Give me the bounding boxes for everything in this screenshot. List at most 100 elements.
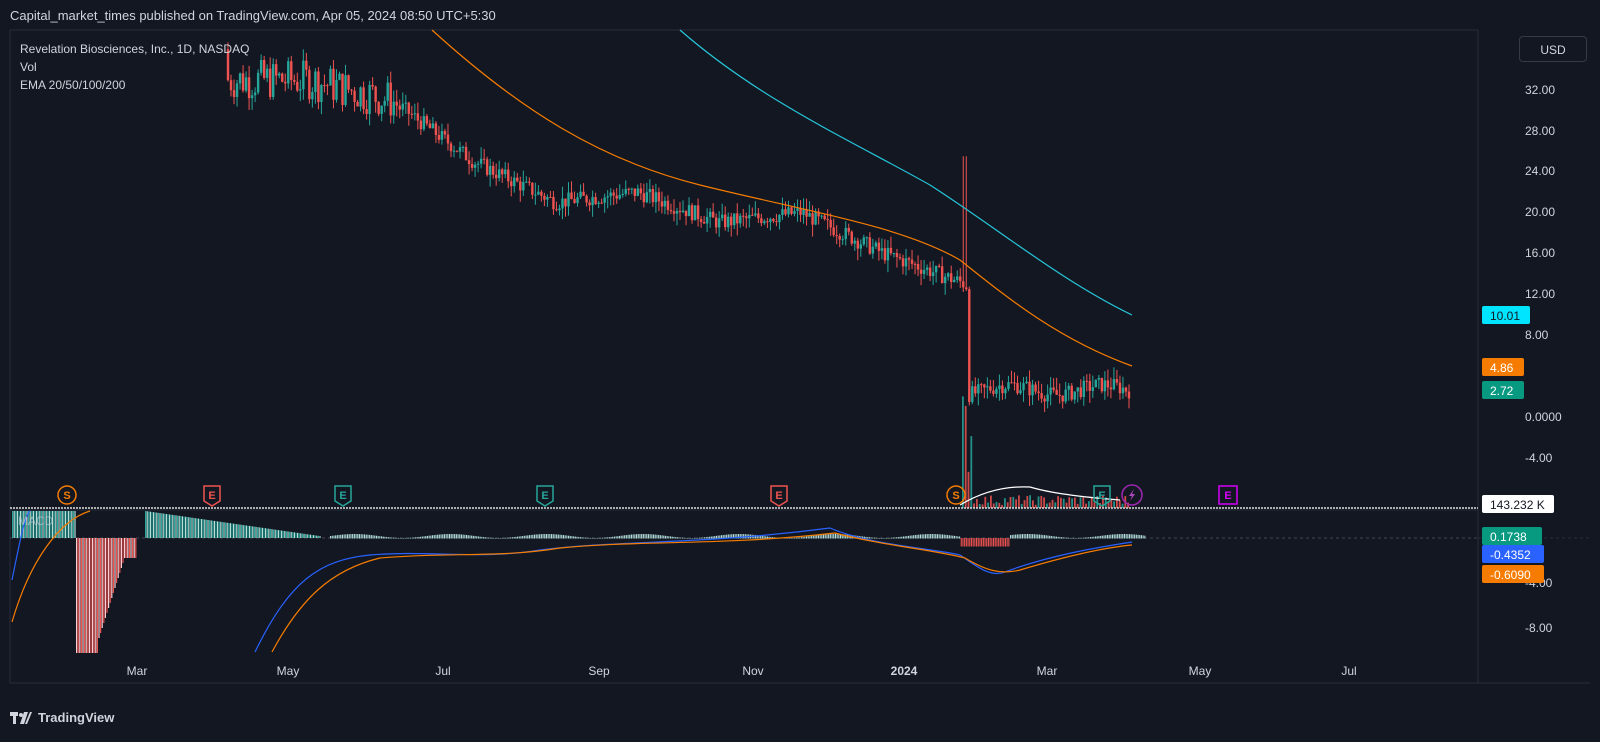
macd-hist-bar <box>666 536 668 539</box>
macd-hist-bar <box>936 534 938 539</box>
macd-hist-bar <box>634 534 636 539</box>
candle-body <box>268 68 272 97</box>
candle-body <box>907 258 911 260</box>
macd-hist-bar <box>610 536 612 539</box>
candle-body <box>859 244 862 249</box>
macd-hist-bar <box>375 535 377 539</box>
macd-hist-bar <box>210 520 212 538</box>
candle-body <box>259 59 263 73</box>
macd-hist-bar <box>336 535 338 539</box>
macd-hist-bar <box>926 534 928 539</box>
publisher-header: Capital_market_times published on Tradin… <box>0 0 1600 30</box>
candle-body <box>648 189 652 193</box>
macd-hist-bar <box>474 536 476 539</box>
macd-hist-bar <box>911 535 913 539</box>
macd-hist-bar <box>875 537 877 539</box>
macd-hist-bar <box>104 538 106 618</box>
macd-hist-bar <box>1095 536 1097 539</box>
macd-hist-bar <box>408 537 410 539</box>
event-marker-label: S <box>952 490 959 502</box>
macd-hist-bar <box>58 511 60 538</box>
macd-hist-bar <box>1045 535 1047 539</box>
volume-bar <box>1104 497 1107 508</box>
macd-hist-bar <box>676 537 678 539</box>
macd-hist-bar <box>358 534 360 539</box>
macd-hist-bar <box>1132 534 1134 539</box>
macd-hist-bar <box>420 536 422 539</box>
candle-body <box>1010 382 1013 384</box>
macd-hist-bar <box>98 538 100 638</box>
volume-bar <box>978 503 981 508</box>
macd-hist-bar <box>984 538 986 547</box>
macd-hist-bar <box>829 534 831 539</box>
candle-body <box>943 276 947 284</box>
macd-hist-bar <box>906 536 908 539</box>
macd-hist-bar <box>119 538 121 573</box>
macd-hist-bar <box>111 538 113 598</box>
macd-hist-bar <box>644 534 646 539</box>
macd-hist-bar <box>178 515 180 538</box>
macd-hist-bar <box>464 534 466 539</box>
macd-label[interactable]: MACD <box>18 514 54 528</box>
candle-body <box>901 258 905 267</box>
macd-hist-bar <box>1066 537 1068 539</box>
macd-hist-bar <box>879 537 881 539</box>
macd-hist-bar <box>1013 534 1015 539</box>
candle-body <box>826 219 829 221</box>
candle-body <box>832 227 835 236</box>
macd-hist-bar <box>450 534 452 539</box>
legend-symbol[interactable]: Revelation Biosciences, Inc., 1D, NASDAQ <box>20 42 250 56</box>
macd-hist-bar <box>287 531 289 538</box>
candle-body <box>320 85 323 103</box>
candle-body <box>965 287 968 290</box>
volume-bar <box>1023 500 1026 508</box>
macd-hist-bar <box>678 537 680 539</box>
macd-hist-bar <box>862 536 864 539</box>
macd-hist-bar <box>476 536 478 539</box>
macd-hist-bar <box>1027 534 1029 539</box>
candle-body <box>365 109 368 114</box>
price-scale[interactable]: 32.00 28.00 24.00 20.00 16.00 12.00 8.00 0.0000… <box>1525 83 1562 635</box>
macd-hist-bar <box>130 538 132 558</box>
ema-teal-price-label-bg <box>1482 306 1530 324</box>
candle-body <box>796 208 799 212</box>
volume-bar <box>1085 503 1087 508</box>
macd-hist-bar <box>918 534 920 539</box>
legend-volume[interactable]: Vol <box>20 60 37 74</box>
macd-hist-bar <box>636 534 638 539</box>
candle-body <box>847 227 850 232</box>
macd-hist-bar <box>362 534 364 539</box>
time-tick-label: Mar <box>1037 664 1058 678</box>
legend-ema[interactable]: EMA 20/50/100/200 <box>20 78 126 92</box>
macd-hist-bar <box>1120 534 1122 539</box>
candle-body <box>992 390 995 394</box>
macd-hist-bar <box>814 535 816 539</box>
candle-body <box>395 101 398 106</box>
candle-body <box>977 384 980 394</box>
macd-hist-bar <box>1088 537 1090 539</box>
macd-hist-bar <box>802 537 804 539</box>
macd-hist-bar <box>215 521 217 538</box>
candle-body <box>431 123 435 129</box>
candle-body <box>624 188 627 194</box>
macd-hist-bar <box>622 535 624 539</box>
candle-body <box>597 202 600 204</box>
candle-body <box>835 235 838 237</box>
ema-100-line <box>679 29 1133 316</box>
macd-hist-bar <box>967 538 969 547</box>
currency-button[interactable]: USD <box>1519 36 1587 62</box>
macd-hist-bar <box>896 537 898 539</box>
macd-hist-bar <box>20 511 22 538</box>
macd-hist-bar <box>63 511 65 538</box>
macd-hist-bar <box>15 511 17 538</box>
candles <box>226 42 1131 412</box>
macd-hist-bar <box>245 525 247 538</box>
candle-body <box>699 219 703 222</box>
time-scale[interactable]: Mar May Jul Sep Nov 2024 Mar May Jul <box>127 664 1357 678</box>
candle-body <box>1058 394 1061 396</box>
macd-hist-bar <box>454 534 456 539</box>
candle-body <box>645 192 649 203</box>
